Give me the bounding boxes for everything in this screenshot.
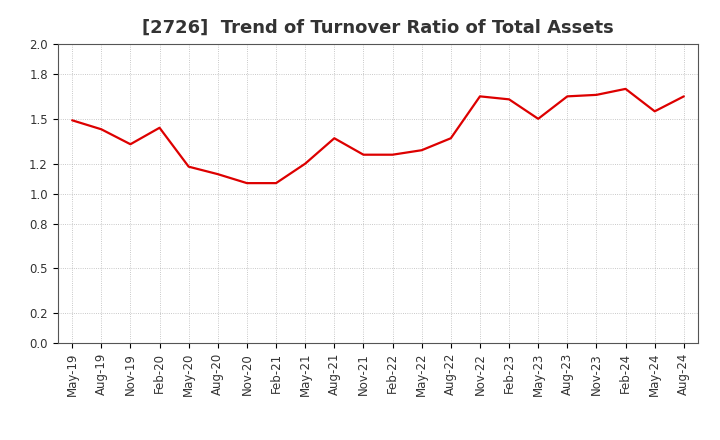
Title: [2726]  Trend of Turnover Ratio of Total Assets: [2726] Trend of Turnover Ratio of Total … bbox=[142, 19, 614, 37]
